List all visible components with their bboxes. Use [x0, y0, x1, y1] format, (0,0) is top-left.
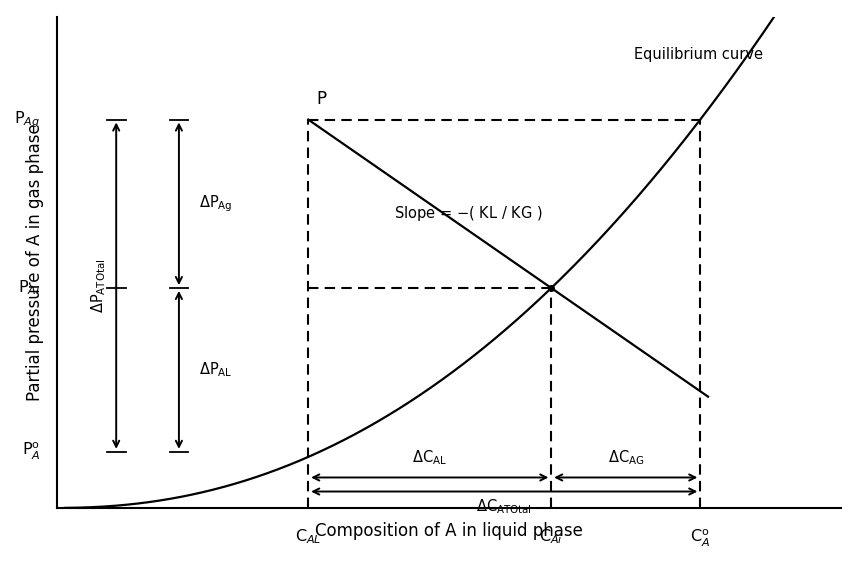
- Text: $\Delta$P$_{\rm Ag}$: $\Delta$P$_{\rm Ag}$: [198, 194, 233, 214]
- Text: C$_A^{\rm o}$: C$_A^{\rm o}$: [690, 528, 710, 548]
- Text: $\Delta$P$_{\rm ATOtal}$: $\Delta$P$_{\rm ATOtal}$: [89, 258, 108, 313]
- Y-axis label: Partial pressure of A in gas phase: Partial pressure of A in gas phase: [26, 123, 44, 401]
- Text: $\Delta$C$_{\rm AL}$: $\Delta$C$_{\rm AL}$: [413, 449, 447, 467]
- Text: $\Delta$C$_{\rm AG}$: $\Delta$C$_{\rm AG}$: [607, 449, 644, 467]
- Text: $\Delta$P$_{\rm AL}$: $\Delta$P$_{\rm AL}$: [198, 360, 233, 379]
- Text: C$_{AL}$: C$_{AL}$: [295, 528, 322, 546]
- X-axis label: Composition of A in liquid phase: Composition of A in liquid phase: [316, 522, 583, 540]
- Text: P$_{Ag}$: P$_{Ag}$: [14, 109, 40, 130]
- Text: Slope = $-$( KL / KG ): Slope = $-$( KL / KG ): [395, 204, 543, 222]
- Text: P$_{Ai}$: P$_{Ai}$: [18, 279, 40, 297]
- Text: C$_{Ai}$: C$_{Ai}$: [540, 528, 564, 546]
- Text: $\Delta$C$_{\rm ATOtal}$: $\Delta$C$_{\rm ATOtal}$: [476, 497, 532, 516]
- Text: Equilibrium curve: Equilibrium curve: [633, 47, 763, 61]
- Text: P: P: [316, 90, 326, 108]
- Text: P$_A^{\rm o}$: P$_A^{\rm o}$: [21, 441, 40, 462]
